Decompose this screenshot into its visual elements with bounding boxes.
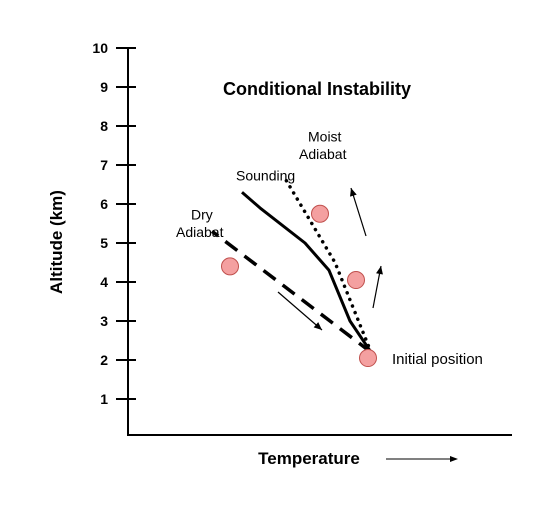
y-tick-label-9: 9	[100, 79, 108, 95]
y-tick-label-8: 8	[100, 118, 108, 134]
air-parcel	[221, 257, 239, 276]
y-tick-label-7: 7	[100, 157, 108, 173]
y-tick-label-1: 1	[100, 391, 108, 407]
annotation-4: Adiabat	[299, 146, 347, 162]
annotation-5: Initial position	[392, 351, 483, 368]
air-parcel	[347, 271, 365, 290]
annotation-3: Moist	[308, 129, 342, 145]
y-tick-label-6: 6	[100, 196, 108, 212]
y-tick-label-10: 10	[92, 40, 108, 56]
motion-arrow	[350, 187, 367, 237]
y-axis-label: Altitude (km)	[47, 190, 66, 294]
series-lines	[210, 174, 373, 354]
chart-title: Conditional Instability	[223, 79, 411, 99]
annotation-1: Dry	[191, 207, 213, 223]
annotation-0: Sounding	[236, 168, 295, 184]
y-tick-label-4: 4	[100, 274, 108, 290]
air-parcel	[311, 204, 329, 223]
y-tick-label-3: 3	[100, 313, 108, 329]
air-parcels	[221, 204, 377, 368]
motion-arrow	[277, 291, 323, 331]
air-parcel	[359, 349, 377, 368]
series-line-solid	[241, 191, 373, 354]
y-tick-label-2: 2	[100, 352, 108, 368]
motion-arrow	[372, 265, 383, 309]
annotation-2: Adiabat	[176, 224, 224, 240]
series-line-dotted	[282, 174, 373, 354]
x-direction-arrow	[386, 456, 458, 462]
y-ticks: 1 2 3 4 5 6 7 8 9 10	[92, 40, 136, 407]
y-tick-label-5: 5	[100, 235, 108, 251]
series-line-dashed	[210, 229, 373, 354]
motion-arrows	[277, 187, 383, 331]
x-axis-label: Temperature	[258, 449, 360, 468]
